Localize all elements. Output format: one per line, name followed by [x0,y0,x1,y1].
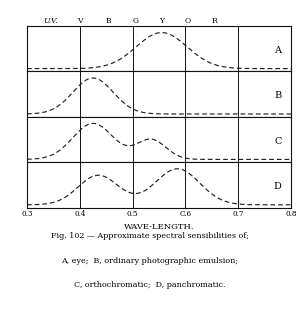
Text: 0.4: 0.4 [74,210,85,218]
Text: A, eye;  B, ordinary photographic emulsion;: A, eye; B, ordinary photographic emulsio… [61,257,239,265]
Text: C, orthochromatic;  D, panchromatic.: C, orthochromatic; D, panchromatic. [74,281,226,289]
Text: WAVE-LENGTH.: WAVE-LENGTH. [124,223,194,231]
Text: C: C [274,137,281,146]
Text: G: G [132,17,138,25]
Text: D: D [274,182,282,191]
Text: Y: Y [159,17,164,25]
Text: V: V [77,17,83,25]
Text: 0.5: 0.5 [127,210,138,218]
Text: O: O [185,17,191,25]
Text: B: B [106,17,112,25]
Text: A: A [274,46,281,55]
Text: 0.7: 0.7 [232,210,244,218]
Text: Fig. 102 — Approximate spectral sensibilities of;: Fig. 102 — Approximate spectral sensibil… [51,232,249,240]
Text: C.6: C.6 [179,210,191,218]
Text: B: B [274,91,281,100]
Text: R: R [212,17,217,25]
Text: 0.3: 0.3 [21,210,33,218]
Text: U.V.: U.V. [44,17,58,25]
Text: 0.8: 0.8 [285,210,297,218]
